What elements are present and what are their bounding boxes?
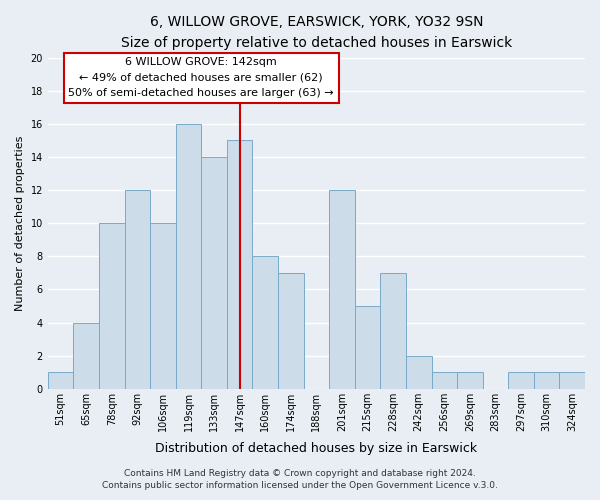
X-axis label: Distribution of detached houses by size in Earswick: Distribution of detached houses by size …: [155, 442, 478, 455]
Bar: [48, 372, 73, 388]
Bar: [534, 372, 559, 388]
Y-axis label: Number of detached properties: Number of detached properties: [15, 136, 25, 311]
Text: Contains HM Land Registry data © Crown copyright and database right 2024.
Contai: Contains HM Land Registry data © Crown c…: [102, 468, 498, 490]
Bar: [355, 306, 380, 388]
Bar: [99, 223, 125, 388]
Bar: [457, 372, 482, 388]
Bar: [431, 372, 457, 388]
Bar: [380, 273, 406, 388]
Bar: [329, 190, 355, 388]
Bar: [125, 190, 150, 388]
Bar: [150, 223, 176, 388]
Bar: [176, 124, 201, 388]
Bar: [73, 322, 99, 388]
Bar: [227, 140, 253, 388]
Bar: [559, 372, 585, 388]
Bar: [508, 372, 534, 388]
Bar: [201, 157, 227, 388]
Bar: [406, 356, 431, 388]
Bar: [278, 273, 304, 388]
Bar: [253, 256, 278, 388]
Title: 6, WILLOW GROVE, EARSWICK, YORK, YO32 9SN
Size of property relative to detached : 6, WILLOW GROVE, EARSWICK, YORK, YO32 9S…: [121, 15, 512, 50]
Text: 6 WILLOW GROVE: 142sqm
← 49% of detached houses are smaller (62)
50% of semi-det: 6 WILLOW GROVE: 142sqm ← 49% of detached…: [68, 57, 334, 98]
